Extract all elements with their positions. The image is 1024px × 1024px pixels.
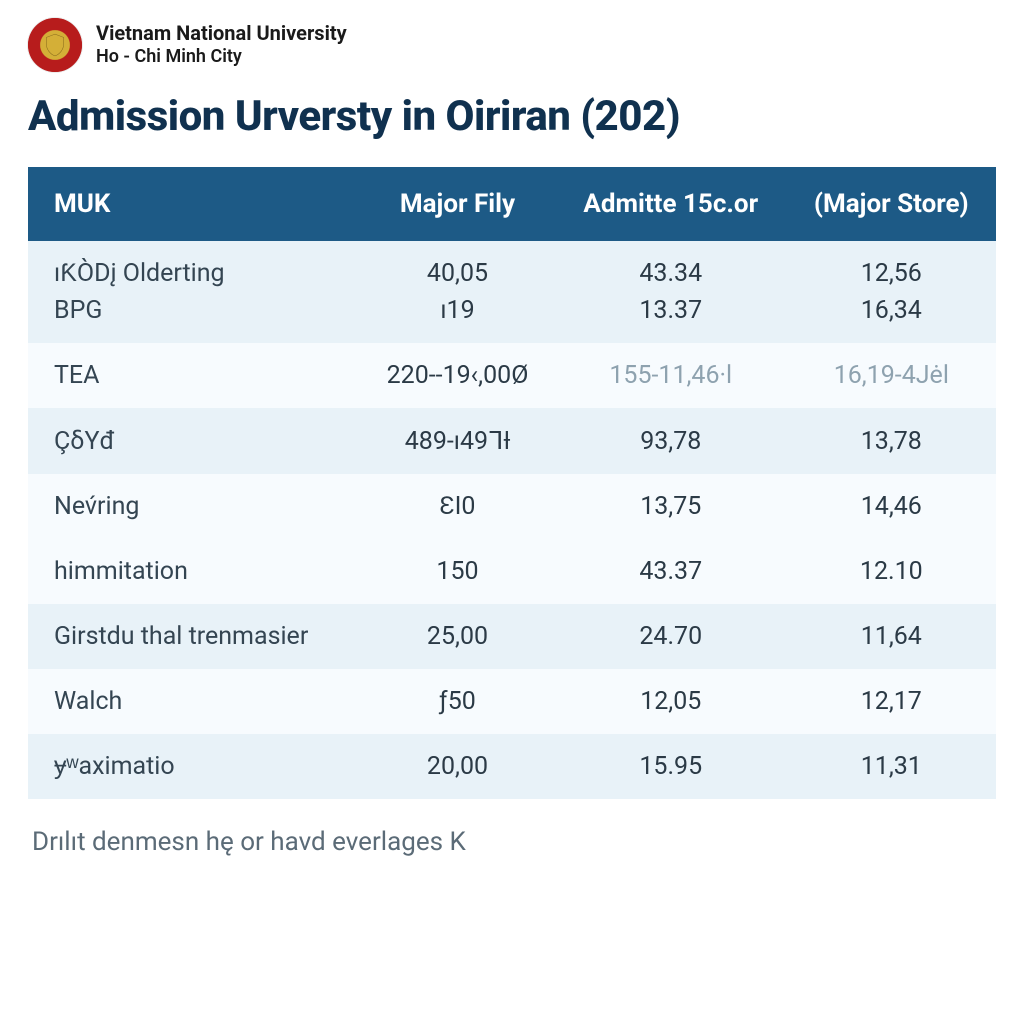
table-row: Girstdu thal trenmasier25,0024.7011,64 [28,604,996,669]
col-header-major-store: (Major Store) [787,167,996,241]
table-cell: 220--19‹,00Ø [360,343,555,408]
table-header-row: MUK Major Fily Admitte 15c.or (Major Sto… [28,167,996,241]
table-cell: Girstdu thal trenmasier [28,604,360,669]
table-cell: 150 [360,539,555,604]
table-cell: ɏʷaximatio [28,734,360,799]
table-cell: BPG [28,292,360,343]
footnote: Drılıt denmesn hę or havd everlages K [28,827,996,857]
table-row: Walchƒ5012,0512,17 [28,669,996,734]
table-cell: 20,00 [360,734,555,799]
table-cell: 15.95 [555,734,787,799]
university-name: Vietnam National University [96,21,347,46]
table-cell: ı19 [360,292,555,343]
table-cell: 13,75 [555,474,787,539]
university-text: Vietnam National University Ho - Chi Min… [96,21,347,69]
university-city: Ho - Chi Minh City [96,46,347,69]
table-cell: ƒ50 [360,669,555,734]
table-cell: ıƘÒDį Olderting [28,241,360,292]
table-cell: 11,64 [787,604,996,669]
table-row: himmitation15043.3712.10 [28,539,996,604]
table-row: ıƘÒDį Olderting40,0543.3412,56 [28,241,996,292]
table-cell: 12,17 [787,669,996,734]
table-cell: 93,78 [555,408,787,474]
col-header-major-fly: Major Fily [360,167,555,241]
table-cell: 12,05 [555,669,787,734]
table-cell: 43.34 [555,241,787,292]
table-cell: 16,34 [787,292,996,343]
table-row: TEA220--19‹,00Ø155-11,46·l16,19-4Jėl [28,343,996,408]
table-cell: TEA [28,343,360,408]
table-cell: 13.37 [555,292,787,343]
table-cell: 12,56 [787,241,996,292]
table-cell: 14,46 [787,474,996,539]
header: Vietnam National University Ho - Chi Min… [28,18,996,72]
shield-icon [42,32,68,58]
table-row: Nev́ringƐI013,7514,46 [28,474,996,539]
table-cell: 12.10 [787,539,996,604]
table-cell: 489-ı49ᒣƗ [360,408,555,474]
table-cell: 43.37 [555,539,787,604]
col-header-muk: MUK [28,167,360,241]
table-cell: Nev́ring [28,474,360,539]
table-cell: 16,19-4Jėl [787,343,996,408]
table-cell: himmitation [28,539,360,604]
admission-table: MUK Major Fily Admitte 15c.or (Major Sto… [28,167,996,799]
table-cell: 25,00 [360,604,555,669]
university-logo [28,18,82,72]
table-row: ÇδYđ489-ı49ᒣƗ93,7813,78 [28,408,996,474]
col-header-admitte: Admitte 15c.or [555,167,787,241]
table-cell: 40,05 [360,241,555,292]
page-title: Admission Urversty in Oiriran (202) [28,92,996,141]
table-cell: ÇδYđ [28,408,360,474]
table-cell: 24.70 [555,604,787,669]
table-cell: Walch [28,669,360,734]
table-row: ɏʷaximatio20,0015.9511,31 [28,734,996,799]
table-cell: 13,78 [787,408,996,474]
table-cell: 155-11,46·l [555,343,787,408]
table-cell: 11,31 [787,734,996,799]
table-row: BPGı1913.3716,34 [28,292,996,343]
table-cell: ƐI0 [360,474,555,539]
